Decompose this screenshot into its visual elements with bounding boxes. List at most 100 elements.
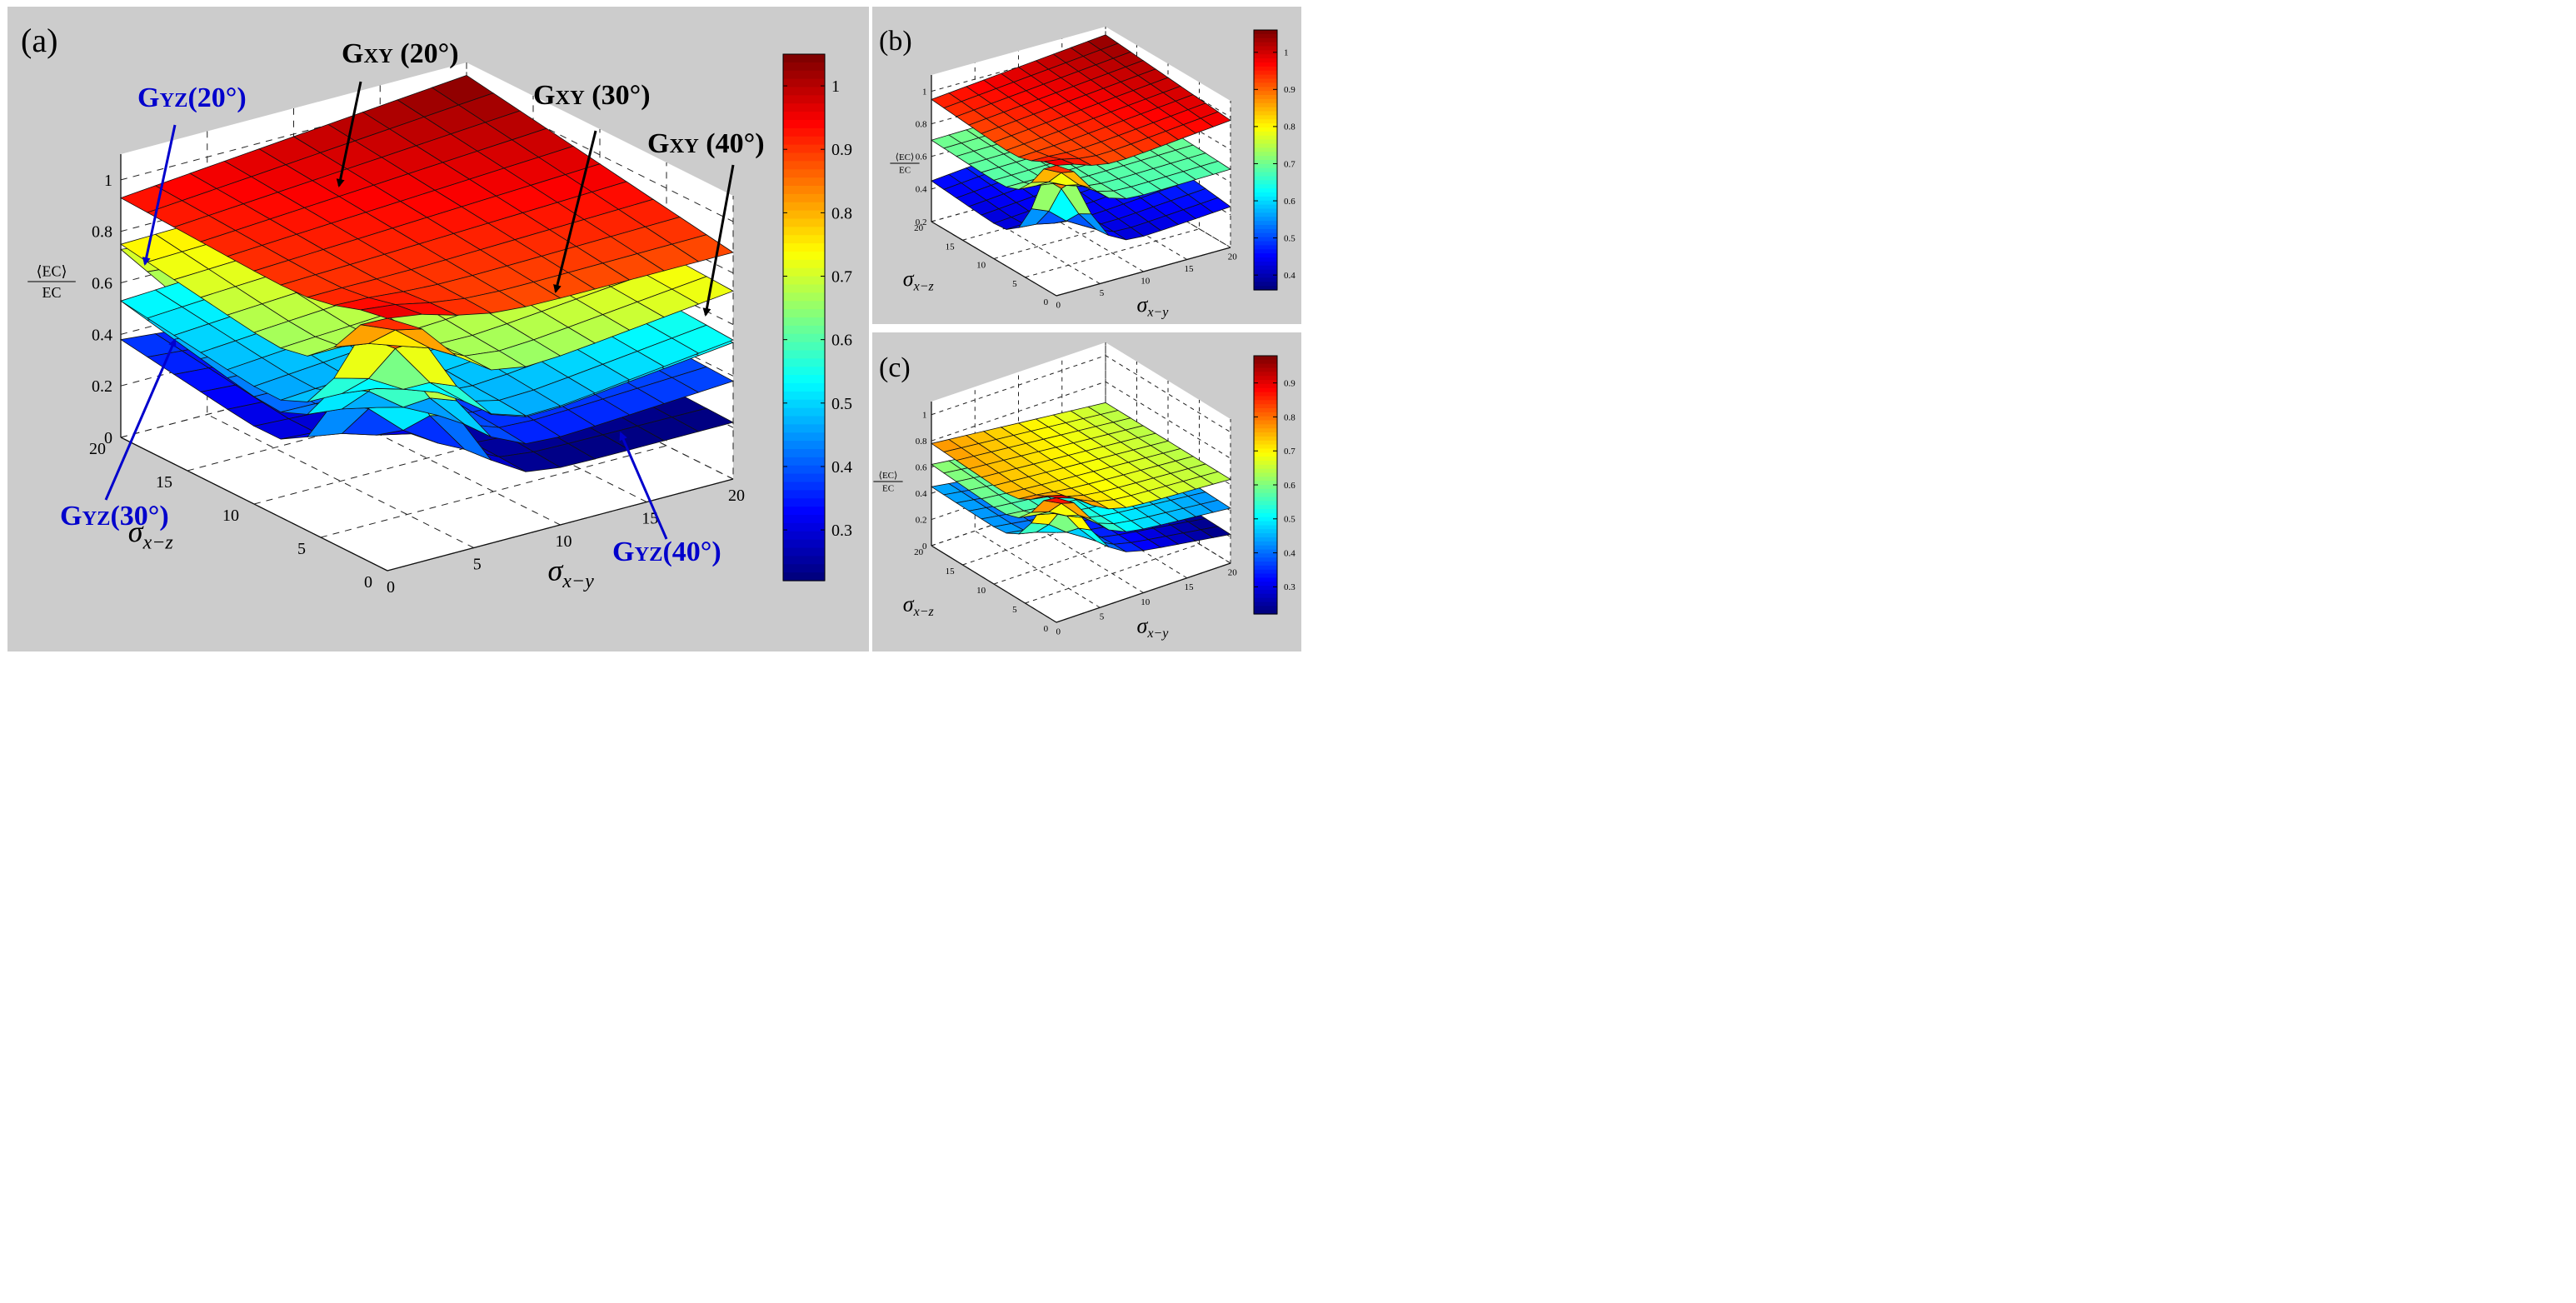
- colorbar-step: [783, 539, 825, 549]
- colorbar-step: [1254, 485, 1277, 490]
- y-axis-label: σx−z: [128, 515, 174, 553]
- colorbar-step: [783, 556, 825, 565]
- colorbar-tick-label: 0.7: [1284, 447, 1295, 457]
- colorbar-step: [1254, 593, 1277, 599]
- x-tick-label: 15: [642, 510, 658, 528]
- colorbar-step: [1254, 356, 1277, 361]
- colorbar-step: [783, 120, 825, 129]
- colorbar-step: [1254, 58, 1277, 63]
- colorbar-step: [1254, 87, 1277, 92]
- axis-y-line: [931, 545, 1057, 623]
- panel-0-chart: 051015200510152000.20.40.60.81σx−yσx−z⟨E…: [21, 22, 852, 597]
- colorbar-tick-label: 0.3: [831, 522, 852, 540]
- colorbar-tick-label: 1: [831, 77, 840, 96]
- colorbar-step: [1254, 521, 1277, 527]
- x-tick-label: 10: [1141, 597, 1151, 607]
- colorbar-step: [783, 210, 825, 220]
- colorbar-step: [783, 112, 825, 121]
- colorbar-step: [1254, 245, 1277, 250]
- colorbar-step: [1254, 440, 1277, 446]
- colorbar-step: [783, 531, 825, 541]
- axis-x-line: [387, 478, 734, 572]
- colorbar-step: [783, 144, 825, 154]
- colorbar-step: [1254, 517, 1277, 522]
- colorbar-step: [1254, 589, 1277, 595]
- colorbar-step: [1254, 380, 1277, 385]
- colorbar-step: [783, 547, 825, 557]
- colorbar-step: [1254, 204, 1277, 210]
- z-label-numerator: ⟨EC⟩: [36, 263, 67, 280]
- surface-cell: [1043, 165, 1075, 173]
- colorbar-frame: [782, 53, 826, 582]
- colorbar-step: [783, 424, 825, 433]
- colorbar-step: [1254, 107, 1277, 112]
- surface-cell: [1043, 497, 1075, 504]
- annotation-label: GXY (30°): [533, 80, 651, 111]
- colorbar-step: [1254, 212, 1277, 217]
- y-tick-label: 5: [1012, 605, 1017, 615]
- colorbar-step: [1254, 172, 1277, 177]
- colorbar-step: [783, 490, 825, 499]
- colorbar-step: [1254, 37, 1277, 43]
- z-tick-label: 0: [922, 542, 927, 552]
- x-tick-label: 15: [1184, 264, 1194, 274]
- z-tick-label: 0.6: [92, 275, 112, 293]
- z-tick-label: 0.2: [916, 515, 927, 525]
- colorbar-step: [1254, 460, 1277, 466]
- annotation-arrow: [104, 338, 177, 501]
- z-tick-label: 0.2: [916, 217, 927, 227]
- y-tick-label: 20: [914, 223, 924, 233]
- colorbar-step: [783, 383, 825, 392]
- colorbar-step: [1254, 241, 1277, 246]
- colorbar-step: [1254, 261, 1277, 267]
- colorbar-step: [1254, 70, 1277, 76]
- colorbar-step: [1254, 119, 1277, 124]
- colorbar-step: [1254, 383, 1277, 389]
- colorbar-step: [1254, 221, 1277, 226]
- y-axis-label: σx−z: [903, 267, 935, 294]
- colorbar-step: [1254, 196, 1277, 202]
- colorbar-step: [1254, 525, 1277, 530]
- annotation-label: GXY (40°): [647, 128, 765, 159]
- colorbar-step: [1254, 505, 1277, 510]
- colorbar-step: [1254, 582, 1277, 587]
- colorbar-step: [1254, 400, 1277, 405]
- y-tick-label: 10: [976, 261, 986, 271]
- colorbar-tick-label: 0.7: [831, 268, 852, 287]
- colorbar-step: [783, 169, 825, 178]
- colorbar-step: [1254, 46, 1277, 51]
- colorbar-tick-label: 0.8: [1284, 122, 1295, 132]
- y-tick-label: 5: [297, 540, 306, 558]
- colorbar-step: [1254, 610, 1277, 615]
- colorbar-step: [1254, 163, 1277, 169]
- colorbar-step: [1254, 237, 1277, 242]
- colorbar-step: [1254, 492, 1277, 498]
- z-tick-label: 1: [104, 172, 112, 190]
- colorbar-step: [1254, 91, 1277, 96]
- colorbar-step: [1254, 565, 1277, 571]
- colorbar-tick-label: 0.9: [1284, 378, 1295, 388]
- colorbar-step: [783, 276, 825, 286]
- axis-x-line: [1056, 247, 1231, 297]
- z-tick-label: 1: [922, 87, 927, 97]
- colorbar-step: [1254, 529, 1277, 534]
- colorbar-step: [1254, 452, 1277, 457]
- colorbar-step: [783, 367, 825, 376]
- colorbar-step: [783, 333, 825, 343]
- colorbar-step: [1254, 257, 1277, 262]
- annotation-label: GXY (20°): [342, 38, 459, 69]
- y-tick-label: 15: [156, 473, 172, 492]
- colorbar-tick-label: 0.6: [831, 332, 852, 350]
- grid-z-5: [120, 87, 734, 222]
- surface-cell: [1043, 495, 1074, 499]
- colorbar-step: [1254, 253, 1277, 258]
- x-tick-label: 20: [1228, 252, 1238, 262]
- surface-cell: [360, 304, 422, 319]
- colorbar-step: [1254, 208, 1277, 213]
- colorbar-step: [1254, 232, 1277, 238]
- colorbar-step: [1254, 464, 1277, 470]
- z-label-denominator: EC: [882, 484, 894, 494]
- colorbar-step: [783, 152, 825, 162]
- colorbar-step: [1254, 192, 1277, 197]
- colorbar-step: [1254, 420, 1277, 425]
